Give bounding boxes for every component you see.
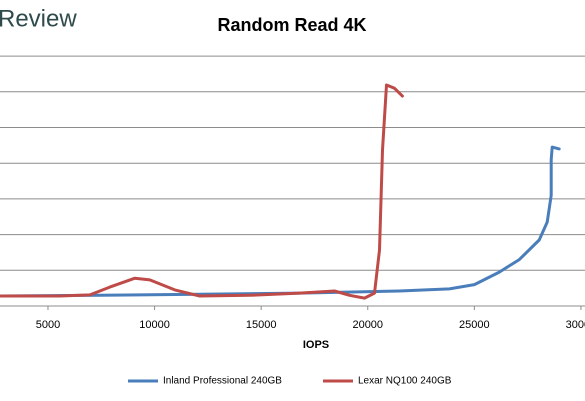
x-tick-label: 20000: [352, 319, 383, 331]
x-axis-title: IOPS: [303, 339, 329, 351]
brand-logo: Review: [0, 5, 77, 32]
x-tick-label: 15000: [246, 319, 277, 331]
legend-label: Inland Professional 240GB: [163, 376, 282, 387]
chart-title: Random Read 4K: [217, 15, 366, 35]
x-tick-label: 30000: [566, 319, 585, 331]
series-line: [0, 145, 561, 298]
x-tick-label: 5000: [36, 319, 60, 331]
legend-label: Lexar NQ100 240GB: [358, 376, 452, 387]
x-tick-label: 10000: [139, 319, 170, 331]
series-line: [0, 83, 404, 300]
x-tick-label: 25000: [459, 319, 490, 331]
